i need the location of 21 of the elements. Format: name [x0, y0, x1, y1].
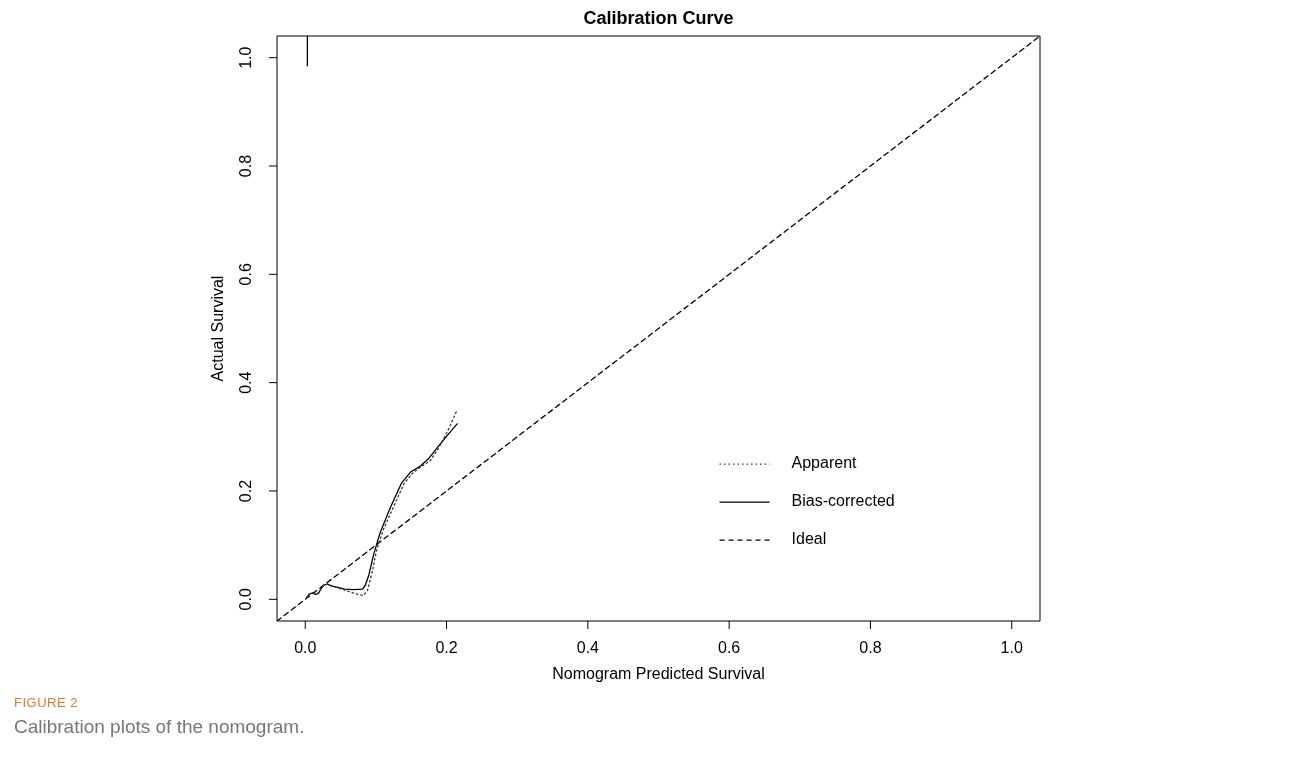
y-tick-label: 0.4	[237, 371, 255, 394]
x-tick-label: 0.6	[718, 639, 741, 657]
legend-label: Ideal	[791, 530, 827, 548]
x-axis-title: Nomogram Predicted Survival	[552, 665, 765, 683]
x-tick-label: 0.4	[576, 639, 600, 657]
y-tick-label: 0.8	[237, 154, 255, 178]
y-tick-label: 0.0	[237, 588, 255, 611]
text: Calibration plots of the nomogram.	[14, 716, 305, 738]
y-tick-label: 0.6	[237, 263, 255, 286]
chart-title: Calibration Curve	[583, 7, 734, 28]
x-tick-label: 0.2	[435, 639, 458, 657]
line-series	[306, 409, 458, 599]
y-tick-label: 1.0	[237, 46, 255, 69]
legend-label: Bias-corrected	[791, 492, 895, 510]
x-tick-label: 1.0	[1000, 639, 1023, 657]
y-tick-label: 0.2	[237, 479, 255, 503]
legend-label: Apparent	[791, 454, 858, 472]
y-axis-title: Actual Survival	[209, 275, 227, 382]
x-tick-label: 0.0	[294, 639, 317, 657]
caption: FIGURE 2	[14, 695, 79, 710]
x-tick-label: 0.8	[859, 639, 882, 657]
